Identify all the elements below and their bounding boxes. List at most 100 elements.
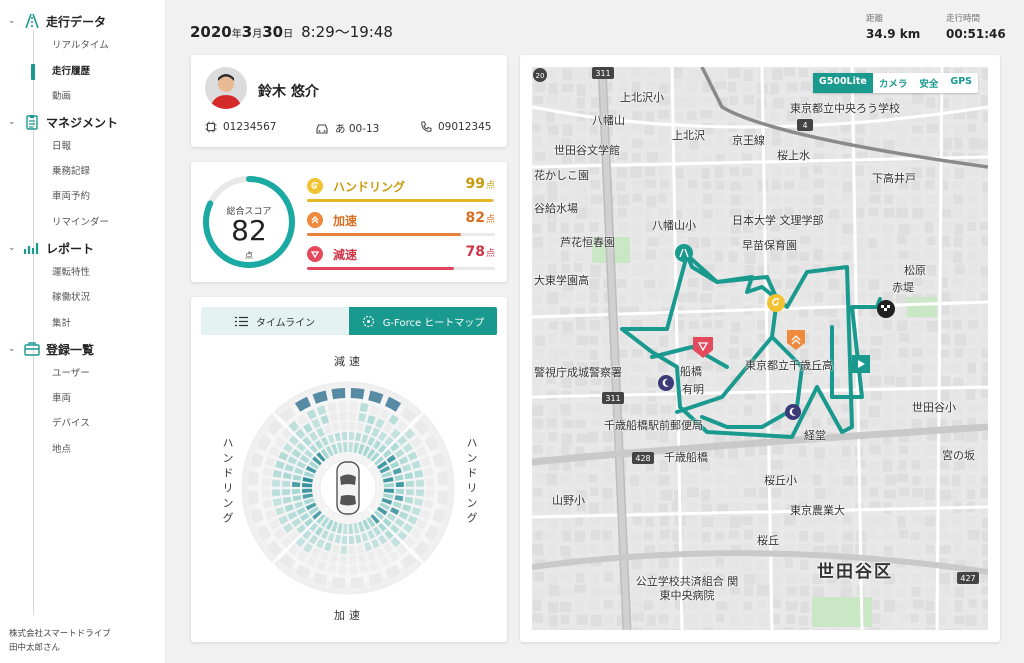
sidebar-item-operation-status[interactable]: 稼働状況 (52, 292, 91, 303)
sidebar-section-report[interactable]: ⌄ レポート (8, 238, 94, 258)
chevron-down-icon: ⌄ (8, 116, 16, 127)
map-block (953, 460, 965, 471)
map-block (953, 251, 962, 263)
sidebar-section-driving-data[interactable]: ⌄ 走行データ (8, 11, 106, 31)
heatmap-cell (334, 534, 341, 544)
heatmap-cell (272, 479, 281, 487)
map-block (898, 263, 907, 276)
heatmap-cell (349, 412, 357, 421)
map-block (617, 68, 627, 79)
map-block (730, 544, 741, 555)
map-block (940, 124, 950, 135)
map-block (660, 418, 672, 429)
map-block (910, 263, 921, 275)
map-block (869, 109, 878, 121)
map-block (687, 376, 697, 385)
heatmap-cell (424, 524, 440, 542)
sidebar-item-vehicles[interactable]: 車両 (52, 393, 72, 404)
map-block (590, 320, 601, 331)
map-block (658, 109, 670, 119)
bar-chart-icon (23, 239, 41, 257)
heatmap-cell (379, 409, 390, 420)
acceleration-event-marker (787, 330, 805, 350)
map-block (938, 446, 949, 458)
map-block (938, 263, 948, 275)
map-block (912, 125, 924, 134)
map-block (632, 138, 644, 148)
road-number: 428 (635, 454, 650, 463)
sidebar-item-aggregate[interactable]: 集計 (52, 318, 72, 329)
map-block (954, 333, 967, 346)
map-block (604, 81, 613, 93)
map-block (868, 600, 880, 610)
map-block (812, 586, 824, 598)
map-block (855, 137, 864, 148)
map-tab-safety[interactable]: 安全 (919, 79, 939, 90)
heatmap-cell (383, 488, 394, 494)
sidebar-item-vehicle-reservation[interactable]: 車両予約 (52, 191, 91, 202)
map-tab-g500lite[interactable]: G500Lite (812, 73, 873, 93)
map-block (828, 193, 837, 205)
map-block (911, 586, 921, 597)
heatmap-cell (379, 502, 391, 511)
map-block (688, 559, 699, 571)
map-block (547, 221, 557, 233)
map-block (940, 586, 951, 595)
map-tab-camera[interactable]: カメラ (878, 79, 908, 90)
map-block (841, 544, 853, 555)
map-block (729, 166, 739, 176)
sidebar-item-reminder[interactable]: リマインダー (52, 217, 110, 228)
map-block (954, 559, 967, 570)
route-map[interactable]: 311 4 428 311 427 20 上北沢小 八幡山 上北沢 京王線 世田… (532, 67, 988, 630)
map-block (869, 545, 878, 558)
heatmap-cell (361, 532, 369, 542)
map-tab-gps[interactable]: GPS (950, 76, 972, 87)
map-block (770, 614, 781, 624)
sidebar-item-driving-history[interactable]: 走行履歴 (52, 66, 91, 77)
tab-timeline[interactable]: タイムライン (201, 307, 349, 335)
map-block (982, 362, 988, 374)
map-block (981, 82, 988, 92)
heatmap-cell (353, 442, 360, 454)
map-block (534, 362, 545, 371)
sidebar-item-driving-characteristics[interactable]: 運転特性 (52, 267, 91, 278)
map-block (798, 501, 808, 512)
avatar[interactable] (205, 67, 247, 109)
map-block (812, 474, 822, 486)
sidebar-item-locations[interactable]: 地点 (52, 444, 72, 455)
map-block (814, 291, 823, 302)
map-block (701, 531, 711, 543)
map-block (630, 375, 641, 386)
map-block (715, 153, 726, 165)
map-block (576, 277, 587, 286)
map-block (940, 291, 951, 302)
deceleration-event-marker (693, 337, 713, 358)
map-block (842, 445, 851, 457)
sidebar-item-users[interactable]: ユーザー (52, 368, 90, 379)
sidebar-item-devices[interactable]: デバイス (52, 418, 90, 429)
sidebar-item-duty-record[interactable]: 乗務記録 (52, 166, 91, 177)
user-name[interactable]: 田中太郎さん (9, 643, 61, 653)
sidebar-section-management[interactable]: ⌄ マネジメント (8, 112, 118, 132)
sidebar-section-registry[interactable]: ⌄ 登録一覧 (8, 339, 94, 359)
map-block (966, 193, 978, 205)
map-block (967, 417, 977, 430)
sidebar-item-video[interactable]: 動画 (52, 91, 72, 102)
map-block (812, 362, 822, 372)
duration-value: 00:51:46 (946, 27, 1006, 41)
tab-gforce-heatmap[interactable]: G-Force ヒートマップ (349, 307, 497, 335)
heatmap-cell (314, 526, 324, 536)
map-block (812, 573, 823, 584)
sidebar-item-realtime[interactable]: リアルタイム (52, 40, 109, 51)
map-block (532, 137, 543, 148)
map-block (912, 333, 921, 344)
map-block (632, 235, 642, 246)
map-block (912, 572, 921, 585)
map-block (548, 333, 558, 343)
sidebar-item-daily-report[interactable]: 日報 (52, 141, 72, 152)
map-block (716, 613, 725, 623)
map-block (938, 403, 948, 414)
heatmap-cell (367, 530, 376, 540)
map-block (730, 237, 740, 246)
map-block (701, 489, 711, 502)
